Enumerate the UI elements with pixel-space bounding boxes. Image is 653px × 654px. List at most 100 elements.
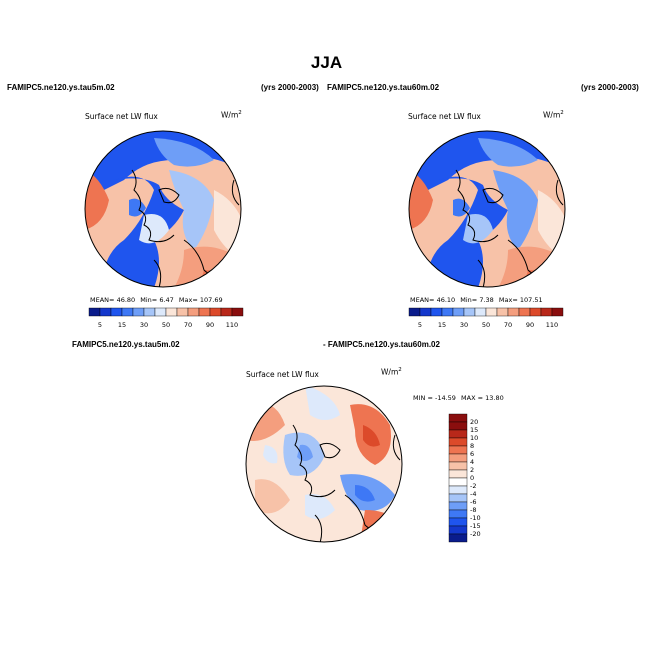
panel1-colorbar-swatch [121, 307, 134, 317]
panel1-case-name: FAMIPC5.ne120.ys.tau5m.02 [7, 83, 115, 92]
panel1-colorbar-swatch [231, 307, 244, 317]
panel3-colorbar-tick-label: -2 [470, 482, 476, 490]
panel3-units-base: W/m [381, 367, 399, 377]
panel2-plot-title: Surface net LW flux [408, 112, 481, 121]
panel3-colorbar-tick-label: 2 [470, 466, 474, 474]
panel2-colorbar-tick-label: 70 [504, 321, 512, 329]
panel1-colorbar-swatch [143, 307, 156, 317]
figure-title: JJA [310, 53, 343, 72]
panel3-colorbar-swatch [448, 517, 468, 527]
panel2-colorbar-swatch [474, 307, 487, 317]
panel3-colorbar-swatch [448, 533, 468, 543]
panel3-colorbar-swatch [448, 445, 468, 455]
panel2-max-label: Max= [498, 296, 518, 304]
panel3-colorbar-tick-label: 6 [470, 450, 474, 458]
panel1-colorbar-swatch [198, 307, 211, 317]
panel3-map [245, 385, 403, 543]
panel1-units: W/m2 [221, 110, 242, 120]
panel2-colorbar-swatch [529, 307, 542, 317]
panel2-colorbar-swatch [496, 307, 509, 317]
panel1-colorbar-swatch [132, 307, 145, 317]
panel1-colorbar-swatch [176, 307, 189, 317]
panel2-units: W/m2 [543, 110, 564, 120]
panel1-plot-title: Surface net LW flux [85, 112, 158, 121]
panel3-colorbar-tick-label: -15 [470, 522, 481, 530]
panel3-colorbar-swatch [448, 509, 468, 519]
panel2-colorbar-swatch [408, 307, 421, 317]
panel1-map [84, 130, 242, 288]
panel3-case-name: FAMIPC5.ne120.ys.tau5m.02 [72, 340, 180, 349]
panel1-colorbar-swatch [99, 307, 112, 317]
panel2-colorbar-tick-label: 50 [482, 321, 490, 329]
panel1-colorbar-swatch [187, 307, 200, 317]
panel3-colorbar-tick-label: 4 [470, 458, 474, 466]
panel3-colorbar-swatch [448, 501, 468, 511]
panel1-units-exp: 2 [238, 110, 242, 116]
panel3-max-label: MAX = [461, 394, 484, 402]
panel3-colorbar-swatch [448, 453, 468, 463]
panel2-colorbar-tick-label: 30 [460, 321, 468, 329]
panel2-colorbar-tick-label: 5 [418, 321, 422, 329]
panel3-colorbar-tick-label: -8 [470, 506, 476, 514]
panel3-colorbar-swatch [448, 413, 468, 423]
panel1-colorbar-swatch [88, 307, 101, 317]
panel1-coastlines [131, 169, 240, 287]
panel2-colorbar-swatch [419, 307, 432, 317]
panel3-units-exp: 2 [398, 367, 402, 373]
panel2-colorbar-swatch [463, 307, 476, 317]
panel3-units: W/m2 [381, 367, 402, 377]
panel3-colorbar-tick-label: 0 [470, 474, 474, 482]
panel3-colorbar-tick-label: -6 [470, 498, 476, 506]
panel3-colorbar-tick-label: 15 [470, 426, 478, 434]
panel1-colorbar-swatch [220, 307, 233, 317]
panel2-colorbar-swatch [540, 307, 553, 317]
panel1-min-value: 6.47 [159, 296, 174, 304]
panel3-colorbar-swatch [448, 469, 468, 479]
panel3-plot-title: Surface net LW flux [246, 370, 319, 379]
panel1-colorbar-swatch [209, 307, 222, 317]
panel3-colorbar-swatch [448, 525, 468, 535]
panel2-colorbar-tick-label: 90 [526, 321, 534, 329]
panel1-min-label: Min= [140, 296, 158, 304]
panel1-colorbar-tick-label: 50 [162, 321, 170, 329]
panel1-units-base: W/m [221, 110, 239, 120]
panel1-mean-label: MEAN= [90, 296, 115, 304]
panel1-max-value: 107.69 [199, 296, 223, 304]
panel2-colorbar-swatch [430, 307, 443, 317]
panel3-colorbar-tick-label: -20 [470, 530, 481, 538]
panel2-colorbar-swatch [441, 307, 454, 317]
panel2-colorbar-swatch [518, 307, 531, 317]
panel3-min-value: -14.59 [434, 394, 456, 402]
panel1-max-label: Max= [178, 296, 198, 304]
panel2-min-value: 7.38 [479, 296, 494, 304]
panel3-colorbar-swatch [448, 485, 468, 495]
panel2-colorbar-tick-label: 110 [546, 321, 558, 329]
panel1-colorbar-tick-label: 70 [184, 321, 192, 329]
panel1-colorbar-swatch [165, 307, 178, 317]
panel2-units-exp: 2 [560, 110, 564, 116]
panel1-years: (yrs 2000-2003) [261, 83, 319, 92]
panel3-field [246, 386, 402, 542]
panel3-colorbar-tick-label: 20 [470, 418, 478, 426]
panel1-colorbar-tick-label: 30 [140, 321, 148, 329]
panel3-stats: MIN = -14.59 MAX = 13.80 [413, 394, 504, 402]
panel2-mean-label: MEAN= [410, 296, 435, 304]
panel2-colorbar-swatch [485, 307, 498, 317]
panel2-colorbar-swatch [507, 307, 520, 317]
panel2-colorbar: 51530507090110130 [408, 307, 564, 329]
panel3-max-value: 13.80 [485, 394, 504, 402]
panel2-case-name: FAMIPC5.ne120.ys.tau60m.02 [327, 83, 440, 92]
panel3-colorbar-swatch [448, 461, 468, 471]
panel2-min-label: Min= [460, 296, 478, 304]
panel1-stats: MEAN= 46.80 Min= 6.47 Max= 107.69 [90, 296, 223, 304]
panel2-colorbar-swatch [551, 307, 564, 317]
panel1-colorbar-swatch [154, 307, 167, 317]
panel2-units-base: W/m [543, 110, 561, 120]
panel1-colorbar-swatch [110, 307, 123, 317]
panel2-colorbar-tick-label: 15 [438, 321, 446, 329]
panel3-colorbar-swatch [448, 493, 468, 503]
panel3-colorbar-tick-label: -10 [470, 514, 481, 522]
panel2-years: (yrs 2000-2003) [581, 83, 639, 92]
panel2-colorbar-swatch [452, 307, 465, 317]
